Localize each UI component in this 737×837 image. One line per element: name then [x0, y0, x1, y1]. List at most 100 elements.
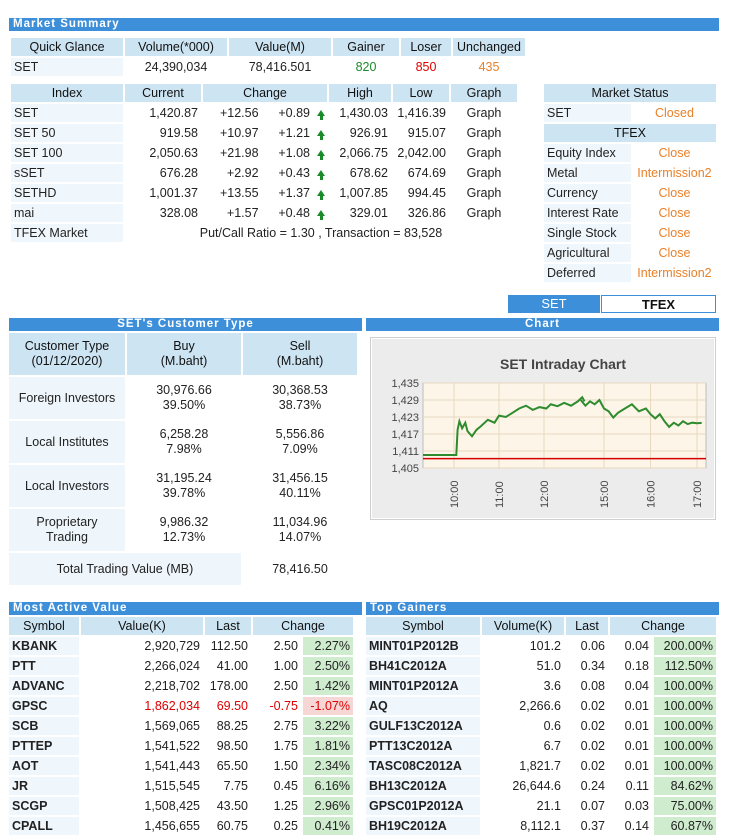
index-name[interactable]: SET — [11, 104, 123, 122]
table-row: CPALL 1,456,655 60.75 0.25 0.41% — [9, 817, 353, 835]
ma-header-last: Last — [205, 617, 251, 635]
index-name[interactable]: mai — [11, 204, 123, 222]
ma-change: 0.45 — [253, 777, 301, 795]
ma-last: 43.50 — [205, 797, 251, 815]
ct-row-label: Local Investors — [9, 465, 125, 507]
header-current: Current — [125, 84, 201, 102]
status-row: Agricultural Close — [544, 244, 716, 262]
ma-change: 1.75 — [253, 737, 301, 755]
ct-row-sell: 11,034.96 14.07% — [243, 509, 357, 551]
tg-last: 0.34 — [566, 657, 608, 675]
index-graph-link[interactable]: Graph — [451, 164, 517, 182]
ma-value: 1,569,065 — [81, 717, 203, 735]
index-change-pct: +0.43 — [263, 164, 313, 182]
quick-glance-unchanged: 435 — [478, 60, 500, 74]
status-value: Close — [658, 226, 691, 240]
ct-row-buy: 31,195.24 39.78% — [127, 465, 241, 507]
table-row: PTTEP 1,541,522 98.50 1.75 1.81% — [9, 737, 353, 755]
tg-symbol[interactable]: AQ — [366, 697, 480, 715]
up-arrow-icon — [315, 144, 327, 162]
tg-volume: 51.0 — [482, 657, 564, 675]
index-change-pct: +1.08 — [263, 144, 313, 162]
tg-symbol[interactable]: MINT01P2012A — [366, 677, 480, 695]
ct-buy-value: 6,258.28 — [159, 427, 209, 441]
table-row: TASC08C2012A 1,821.7 0.02 0.01 100.00% — [366, 757, 716, 775]
tg-symbol[interactable]: GULF13C2012A — [366, 717, 480, 735]
index-row: SET 1,420.87 +12.56 +0.89 1,430.03 1,416.39 Gr… — [11, 104, 517, 122]
ma-symbol[interactable]: CPALL — [9, 817, 79, 835]
index-high: 2,066.75 — [329, 144, 391, 162]
index-row: SETHD 1,001.37 +13.55 +1.37 1,007.85 994.45 Gr… — [11, 184, 517, 202]
ct-label-line2: Trading — [46, 530, 88, 544]
index-row: SET 100 2,050.63 +21.98 +1.08 2,066.75 2,042.… — [11, 144, 517, 162]
status-value: Close — [658, 206, 691, 220]
ma-change: 2.50 — [253, 637, 301, 655]
table-row: AQ 2,266.6 0.02 0.01 100.00% — [366, 697, 716, 715]
index-row: SET 50 919.58 +10.97 +1.21 926.91 915.07 Graph — [11, 124, 517, 142]
ma-symbol[interactable]: AOT — [9, 757, 79, 775]
index-current: 1,001.37 — [125, 184, 201, 202]
up-arrow-icon — [317, 170, 325, 180]
ma-symbol[interactable]: JR — [9, 777, 79, 795]
header-low: Low — [393, 84, 449, 102]
index-change: +12.56 — [203, 104, 262, 122]
ma-change-pct: 6.16% — [302, 777, 353, 795]
tg-symbol[interactable]: BH13C2012A — [366, 777, 480, 795]
ma-symbol[interactable]: GPSC — [9, 697, 79, 715]
ma-symbol[interactable]: SCGP — [9, 797, 79, 815]
status-label: Agricultural — [544, 244, 631, 262]
ct-row-buy: 6,258.28 7.98% — [127, 421, 241, 463]
ct-total-label: Total Trading Value (MB) — [9, 553, 241, 585]
chart-y-tick-label: 1,429 — [391, 395, 419, 407]
ma-symbol[interactable]: PTTEP — [9, 737, 79, 755]
chart-section-title: Chart — [366, 318, 719, 331]
ct-header-sell-line1: Sell — [289, 339, 311, 353]
ct-total-value: 78,416.50 — [243, 553, 357, 585]
ct-buy-value: 31,195.24 — [156, 471, 212, 485]
index-name[interactable]: SETHD — [11, 184, 123, 202]
tg-change: 0.14 — [610, 817, 652, 835]
top-gainers-table: Symbol Volume(K) Last Change MINT01P2012… — [364, 615, 718, 837]
ma-symbol[interactable]: KBANK — [9, 637, 79, 655]
ma-value: 1,862,034 — [81, 697, 203, 715]
ma-change: 0.25 — [253, 817, 301, 835]
index-graph-link[interactable]: Graph — [451, 124, 517, 142]
ma-symbol[interactable]: PTT — [9, 657, 79, 675]
tg-symbol[interactable]: GPSC01P2012A — [366, 797, 480, 815]
index-name[interactable]: SET 50 — [11, 124, 123, 142]
index-graph-link[interactable]: Graph — [451, 184, 517, 202]
tg-symbol[interactable]: PTT13C2012A — [366, 737, 480, 755]
ct-row-sell: 5,556.86 7.09% — [243, 421, 357, 463]
status-label: Metal — [544, 164, 631, 182]
tg-symbol[interactable]: MINT01P2012B — [366, 637, 480, 655]
ct-header-type: Customer Type (01/12/2020) — [9, 333, 125, 375]
index-graph-link[interactable]: Graph — [451, 144, 517, 162]
tg-symbol[interactable]: TASC08C2012A — [366, 757, 480, 775]
status-row: Interest Rate Close — [544, 204, 716, 222]
index-graph-link[interactable]: Graph — [451, 104, 517, 122]
ct-header-buy-line2: (M.baht) — [160, 354, 208, 368]
tab-set[interactable]: SET — [508, 295, 600, 313]
tab-tfex[interactable]: TFEX — [601, 295, 716, 313]
tg-volume: 6.7 — [482, 737, 564, 755]
tg-change-pct: 200.00% — [654, 637, 716, 655]
tg-last: 0.37 — [566, 817, 608, 835]
ct-header-sell-line2: (M.baht) — [276, 354, 324, 368]
ma-symbol[interactable]: SCB — [9, 717, 79, 735]
tg-symbol[interactable]: BH41C2012A — [366, 657, 480, 675]
chart-y-tick-label: 1,423 — [391, 412, 419, 424]
index-name[interactable]: SET 100 — [11, 144, 123, 162]
index-name[interactable]: sSET — [11, 164, 123, 182]
index-graph-link[interactable]: Graph — [451, 204, 517, 222]
chart-series-line-morning — [423, 395, 586, 456]
ma-change: 1.00 — [253, 657, 301, 675]
up-arrow-icon — [317, 150, 325, 160]
ma-symbol[interactable]: ADVANC — [9, 677, 79, 695]
tg-symbol[interactable]: BH19C2012A — [366, 817, 480, 835]
index-row: mai 328.08 +1.57 +0.48 329.01 326.86 Graph — [11, 204, 517, 222]
ma-value: 2,920,729 — [81, 637, 203, 655]
header-high: High — [329, 84, 391, 102]
header-index: Index — [11, 84, 123, 102]
ct-row-sell: 31,456.15 40.11% — [243, 465, 357, 507]
ma-last: 98.50 — [205, 737, 251, 755]
